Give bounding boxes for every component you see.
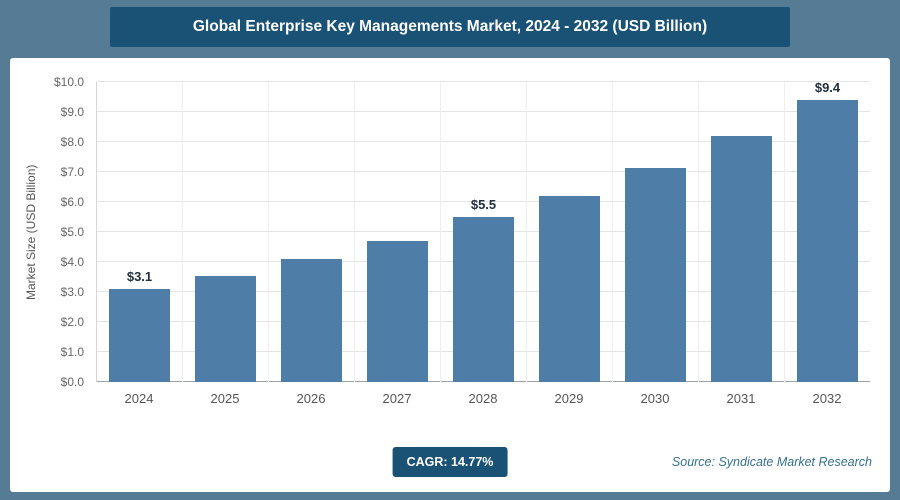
bar-slot-2029 bbox=[526, 82, 612, 382]
chart-title: Global Enterprise Key Managements Market… bbox=[192, 18, 708, 35]
bar-slot-2028: $5.5 bbox=[440, 82, 526, 382]
gridline bbox=[97, 81, 870, 82]
bar-slot-2032: $9.4 bbox=[784, 80, 870, 382]
y-tick-label: $10.0 bbox=[53, 75, 84, 89]
bar-slot-2026 bbox=[268, 82, 354, 382]
bar-2032: $9.4 bbox=[796, 80, 859, 382]
bars: $3.1 $5.5 $9.4 bbox=[97, 80, 870, 382]
bar-2031 bbox=[710, 136, 773, 382]
y-axis-label: Market Size (USD Billion) bbox=[24, 164, 38, 300]
chart-card: Market Size (USD Billion) $0.0 $1.0 $2.0 $3… bbox=[10, 58, 890, 492]
bar-slot-2030 bbox=[612, 82, 698, 382]
y-tick-label: $1.0 bbox=[60, 345, 84, 359]
bar-value-label: $3.1 bbox=[126, 269, 153, 284]
x-tick-label-2026: 2026 bbox=[296, 391, 326, 406]
chart-title-bar: Global Enterprise Key Managements Market… bbox=[110, 7, 790, 47]
x-axis-labels: 2024 2025 2026 2027 2028 2029 2030 2031 2032 bbox=[96, 382, 870, 406]
gridline bbox=[97, 171, 870, 172]
x-tick-label-2030: 2030 bbox=[640, 391, 670, 406]
bar-2026 bbox=[280, 259, 343, 382]
y-tick-label: $7.0 bbox=[60, 165, 84, 179]
y-tick-label: $5.0 bbox=[60, 225, 84, 239]
bar-2029 bbox=[538, 196, 601, 382]
bar-2027 bbox=[366, 241, 429, 382]
chart-area: Market Size (USD Billion) $0.0 $1.0 $2.0 $3… bbox=[10, 58, 890, 406]
gridline bbox=[97, 201, 870, 202]
bar-value-label: $5.5 bbox=[470, 197, 497, 212]
bar-slot-2025 bbox=[182, 82, 268, 382]
x-tick-label-2025: 2025 bbox=[210, 391, 240, 406]
x-tick-label-2027: 2027 bbox=[382, 391, 412, 406]
source-text: Source: Syndicate Market Research bbox=[671, 455, 872, 469]
x-tick-label-2032: 2032 bbox=[812, 391, 842, 406]
y-tick-label: $0.0 bbox=[60, 375, 84, 389]
y-tick-label: $3.0 bbox=[60, 285, 84, 299]
chart-footer: CAGR: 14.77% Source: Syndicate Market Re… bbox=[10, 440, 890, 484]
bar-value-label: $9.4 bbox=[814, 80, 841, 95]
y-tick-label: $8.0 bbox=[60, 135, 84, 149]
y-tick-label: $4.0 bbox=[60, 255, 84, 269]
bar-2028: $5.5 bbox=[452, 197, 515, 382]
bar-slot-2031 bbox=[698, 82, 784, 382]
bar-2030 bbox=[624, 167, 687, 382]
x-tick-label-2024: 2024 bbox=[124, 391, 154, 406]
bar-2025 bbox=[194, 275, 257, 382]
x-tick-label-2031: 2031 bbox=[726, 391, 756, 406]
y-tick-label: $2.0 bbox=[60, 315, 84, 329]
bar-slot-2024: $3.1 bbox=[97, 82, 182, 382]
plot-area: $3.1 $5.5 $9.4 bbox=[96, 80, 870, 382]
gridline bbox=[97, 111, 870, 112]
x-tick-label-2028: 2028 bbox=[468, 391, 498, 406]
y-tick-label: $6.0 bbox=[60, 195, 84, 209]
plot-wrap: $0.0 $1.0 $2.0 $3.0 $4.0 $5.0 $6.0 $7.0 $8.0 $9.0… bbox=[42, 75, 870, 406]
y-axis-ticks: $0.0 $1.0 $2.0 $3.0 $4.0 $5.0 $6.0 $7.0 $8.0 $9.0… bbox=[42, 75, 90, 389]
y-tick-label: $9.0 bbox=[60, 105, 84, 119]
gridline bbox=[97, 141, 870, 142]
cagr-badge: CAGR: 14.77% bbox=[392, 447, 508, 477]
bar-slot-2027 bbox=[354, 82, 440, 382]
x-tick-label-2029: 2029 bbox=[554, 391, 584, 406]
bar-2024: $3.1 bbox=[108, 269, 171, 382]
